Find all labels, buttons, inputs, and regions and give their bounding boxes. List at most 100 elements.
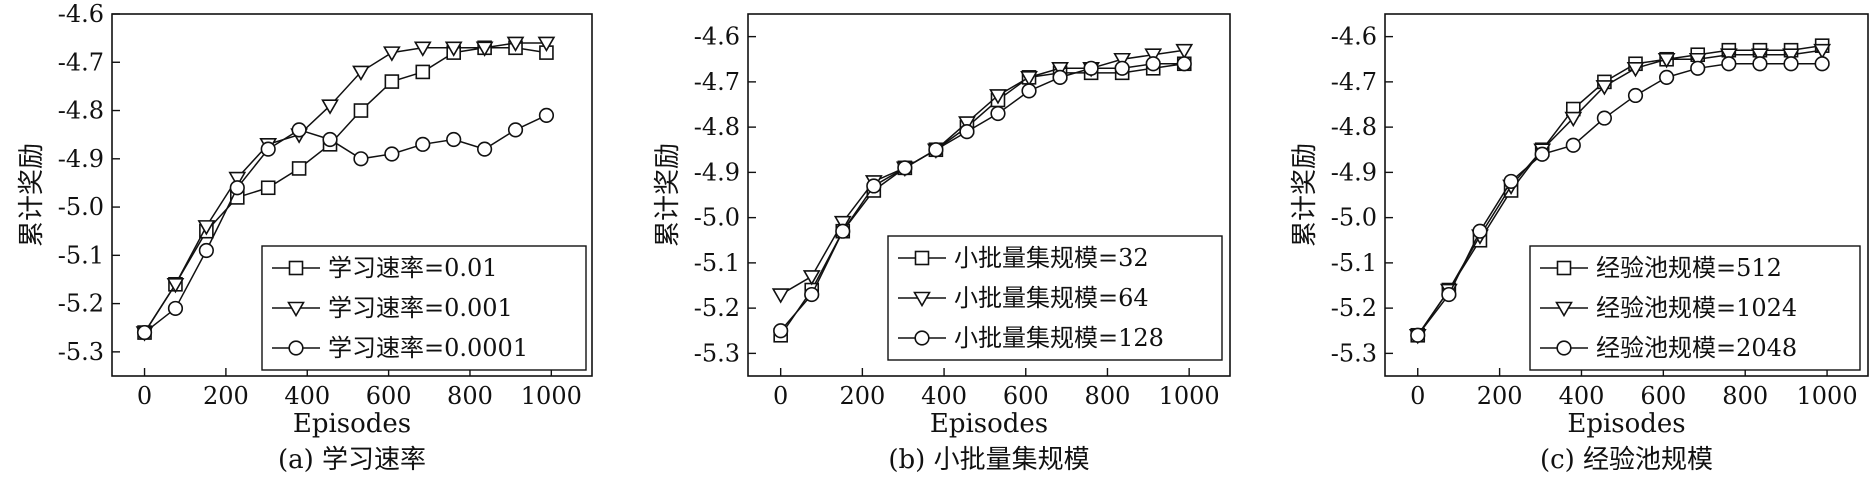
data-point [1751,48,1769,64]
x-tick-label: 800 [447,382,493,410]
data-point [353,151,369,167]
data-point [136,324,153,341]
x-tick-label: 800 [1722,382,1768,410]
data-point [835,223,851,239]
data-point [1814,56,1830,72]
data-point [1783,56,1799,72]
data-point [477,141,493,157]
plot-frame [1384,13,1869,377]
data-point [167,300,184,317]
y-tick-label: -4.7 [1331,68,1377,96]
legend: 小批量集规模=32 小批量集规模=64 小批量集规模=128 [887,235,1223,361]
y-tick-label: -4.9 [694,158,740,186]
x-axis-label: Episodes [930,409,1048,439]
data-point [804,286,820,303]
data-point [382,46,401,62]
data-point [771,288,790,304]
data-point [1626,61,1645,78]
data-point [866,178,882,194]
data-point [415,136,431,152]
panel-caption: (a) 学习速率 [278,445,426,475]
chart-panel-2: 0 200 400 600 800 1000 -5.3 -5.2 -5.1 -5.0 -4.9 -4.… [1290,13,1869,475]
data-point [291,122,307,138]
data-point [1441,286,1457,303]
data-point [928,142,944,158]
legend-marker [914,330,930,346]
legend-marker [287,301,305,318]
data-point [507,122,524,138]
chart-panel-0: 0 200 400 600 800 1000 -5.3 -5.2 -5.1 -5.0 -4.9 -4.… [17,0,593,475]
x-tick-label: 200 [1477,382,1523,410]
data-point [1719,48,1738,64]
x-tick-label: 0 [773,382,788,410]
y-tick-label: -4.7 [694,68,740,96]
legend-marker [288,340,304,356]
data-point [1020,71,1038,87]
data-point [1083,60,1099,76]
data-point [1052,69,1068,85]
data-point [166,277,185,294]
x-tick-label: 1000 [521,382,582,410]
data-point [1114,60,1130,76]
x-axis-label: Episodes [293,409,411,439]
x-tick-label: 0 [137,382,152,410]
x-axis-label: Episodes [1567,409,1685,439]
data-point [958,116,976,132]
data-point [1564,111,1583,128]
y-axis-label: 累计奖励 [1290,143,1320,247]
y-tick-label: -5.1 [1331,249,1377,277]
data-point [506,36,525,53]
x-tick-label: 1000 [1797,382,1858,410]
legend-marker [1555,301,1573,318]
y-tick-label: -4.9 [1331,158,1377,186]
data-point [1721,56,1737,72]
data-point [321,99,339,115]
data-point [773,323,789,339]
legend-label: 学习速率=0.01 [328,254,498,282]
y-tick-label: -4.8 [1331,113,1377,141]
x-tick-label: 400 [284,382,330,410]
data-point [1534,146,1550,162]
data-point [897,160,913,176]
data-point [384,74,400,89]
legend-label: 学习速率=0.0001 [328,334,528,362]
legend-label: 经验池规模=1024 [1596,294,1797,322]
y-tick-label: -4.6 [58,0,104,28]
legend-label: 经验池规模=512 [1596,254,1782,282]
legend-label: 经验池规模=2048 [1596,334,1797,362]
y-tick-label: -5.3 [694,339,740,367]
x-tick-label: 400 [1559,382,1605,410]
data-point [229,180,245,196]
data-point [833,215,852,232]
legend-marker [914,250,930,266]
data-point [1565,137,1581,153]
data-point [353,103,369,118]
data-point [1113,52,1132,69]
data-point [1145,56,1161,72]
data-point [197,220,216,236]
data-point [1503,173,1519,190]
data-point [1813,43,1832,60]
panel-caption: (b) 小批量集规模 [888,445,1089,475]
data-point [1144,48,1163,64]
x-tick-label: 600 [1003,382,1049,410]
y-tick-label: -4.8 [694,113,740,141]
data-point [989,89,1007,105]
data-point [384,146,400,162]
legend-marker [913,291,931,308]
x-tick-label: 200 [203,382,249,410]
data-point [198,242,214,259]
y-tick-label: -4.7 [58,48,104,76]
y-tick-label: -5.0 [1331,204,1377,232]
y-tick-label: -5.2 [1331,294,1377,322]
data-point [260,180,276,196]
y-axis-label: 累计奖励 [17,143,47,247]
legend-label: 小批量集规模=128 [954,324,1164,352]
y-tick-label: -5.0 [694,204,740,232]
data-point [1688,52,1707,69]
y-tick-label: -5.2 [58,290,104,318]
data-point [446,131,462,148]
x-tick-label: 600 [366,382,412,410]
data-point [1472,223,1488,239]
